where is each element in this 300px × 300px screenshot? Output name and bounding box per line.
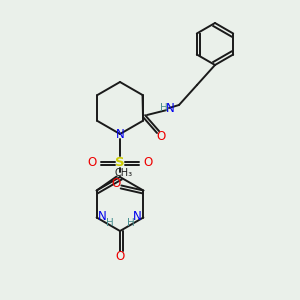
Text: H: H [127, 218, 134, 227]
Text: N: N [133, 210, 142, 223]
Text: H: H [160, 103, 168, 113]
Text: N: N [166, 101, 174, 115]
Text: O: O [156, 130, 166, 142]
Text: O: O [112, 177, 121, 190]
Text: O: O [143, 155, 153, 169]
Text: N: N [116, 128, 124, 142]
Text: H: H [106, 218, 113, 227]
Text: S: S [115, 155, 125, 169]
Text: O: O [87, 155, 97, 169]
Text: N: N [98, 210, 107, 223]
Text: O: O [116, 250, 124, 262]
Text: CH₃: CH₃ [115, 169, 133, 178]
